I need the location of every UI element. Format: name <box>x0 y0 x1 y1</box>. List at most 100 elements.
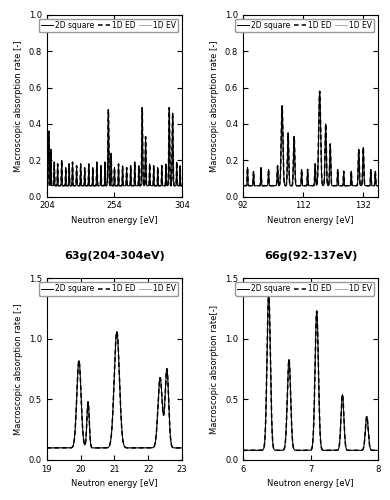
2D square <box>68 182 73 188</box>
1D ED <box>102 445 107 451</box>
X-axis label: Neutron energy [eV]: Neutron energy [eV] <box>267 216 354 225</box>
1D ED <box>359 182 363 188</box>
2D square <box>163 182 167 188</box>
1D ED <box>373 176 378 182</box>
Y-axis label: Macroscopic absorption rate[-]: Macroscopic absorption rate[-] <box>211 304 220 434</box>
Line: 2D square: 2D square <box>47 332 182 448</box>
1D EV <box>256 182 261 188</box>
1D ED <box>180 182 184 188</box>
Line: 1D EV: 1D EV <box>47 108 182 186</box>
1D ED <box>115 328 119 334</box>
1D EV <box>180 445 184 451</box>
2D square <box>177 182 182 188</box>
1D EV <box>102 445 107 451</box>
1D EV <box>68 182 73 188</box>
Y-axis label: Macroscopic absorption rate [-]: Macroscopic absorption rate [-] <box>14 40 23 172</box>
1D EV <box>298 182 303 188</box>
1D ED <box>359 448 363 454</box>
2D square <box>180 445 184 451</box>
1D ED <box>264 384 269 390</box>
Line: 2D square: 2D square <box>243 293 378 450</box>
1D ED <box>292 447 297 453</box>
2D square <box>102 178 107 184</box>
Legend: 2D square, 1D ED, 1D EV: 2D square, 1D ED, 1D EV <box>39 282 178 296</box>
1D ED <box>60 445 65 451</box>
Legend: 2D square, 1D ED, 1D EV: 2D square, 1D ED, 1D EV <box>235 19 374 32</box>
Line: 1D EV: 1D EV <box>243 92 378 186</box>
2D square <box>264 182 269 188</box>
Line: 1D ED: 1D ED <box>243 92 378 186</box>
Line: 2D square: 2D square <box>47 108 182 186</box>
Text: 63g(204-304eV): 63g(204-304eV) <box>64 251 165 261</box>
1D EV <box>102 178 107 184</box>
2D square <box>44 445 49 451</box>
2D square <box>241 448 245 454</box>
Line: 2D square: 2D square <box>243 92 378 186</box>
2D square <box>264 384 269 390</box>
2D square <box>96 182 101 188</box>
1D EV <box>115 328 119 334</box>
1D ED <box>298 448 303 454</box>
1D ED <box>177 182 182 188</box>
1D ED <box>163 182 167 188</box>
2D square <box>256 448 261 454</box>
1D EV <box>44 182 49 188</box>
2D square <box>44 182 49 188</box>
2D square <box>177 445 182 451</box>
1D EV <box>359 182 363 188</box>
1D ED <box>373 448 378 454</box>
2D square <box>96 445 101 451</box>
1D EV <box>163 182 167 188</box>
1D ED <box>180 445 184 451</box>
2D square <box>256 182 261 188</box>
1D EV <box>44 445 49 451</box>
1D EV <box>163 396 167 402</box>
1D EV <box>317 88 322 94</box>
1D ED <box>96 182 101 188</box>
1D EV <box>60 178 65 184</box>
1D ED <box>264 182 269 188</box>
1D ED <box>68 445 73 451</box>
Line: 1D ED: 1D ED <box>47 332 182 448</box>
2D square <box>317 88 322 94</box>
1D ED <box>44 182 49 188</box>
1D EV <box>376 182 381 188</box>
1D ED <box>44 445 49 451</box>
1D ED <box>96 445 101 451</box>
X-axis label: Neutron energy [eV]: Neutron energy [eV] <box>71 216 158 225</box>
1D ED <box>376 448 381 454</box>
1D EV <box>96 445 101 451</box>
1D EV <box>292 447 297 453</box>
1D ED <box>317 88 322 94</box>
2D square <box>68 445 73 451</box>
1D ED <box>167 104 172 110</box>
1D EV <box>373 176 378 182</box>
X-axis label: Neutron energy [eV]: Neutron energy [eV] <box>267 480 354 488</box>
Y-axis label: Macroscopic absorption rate [-]: Macroscopic absorption rate [-] <box>14 304 23 435</box>
2D square <box>292 447 297 453</box>
1D EV <box>68 445 73 451</box>
1D EV <box>241 182 245 188</box>
2D square <box>298 182 303 188</box>
1D EV <box>60 445 65 451</box>
1D EV <box>177 182 182 188</box>
2D square <box>292 160 297 166</box>
2D square <box>373 448 378 454</box>
2D square <box>266 290 271 296</box>
1D EV <box>266 290 271 296</box>
2D square <box>376 448 381 454</box>
Line: 1D ED: 1D ED <box>243 293 378 450</box>
1D EV <box>373 448 378 454</box>
1D EV <box>359 448 363 454</box>
1D ED <box>292 160 297 166</box>
2D square <box>359 448 363 454</box>
2D square <box>163 396 167 402</box>
1D ED <box>298 182 303 188</box>
1D ED <box>376 182 381 188</box>
2D square <box>60 178 65 184</box>
1D ED <box>163 396 167 402</box>
2D square <box>359 182 363 188</box>
Line: 1D ED: 1D ED <box>47 108 182 186</box>
1D EV <box>264 182 269 188</box>
X-axis label: Neutron energy [eV]: Neutron energy [eV] <box>71 480 158 488</box>
